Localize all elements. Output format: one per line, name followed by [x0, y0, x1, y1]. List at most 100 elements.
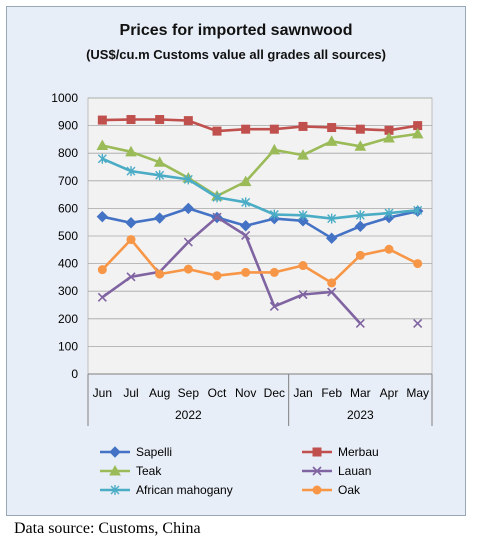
x-tick-label: Nov	[235, 386, 256, 400]
data-point	[355, 210, 365, 221]
series-line	[102, 118, 418, 133]
data-point	[212, 212, 222, 222]
data-point	[413, 259, 423, 269]
data-point	[241, 124, 251, 134]
data-point	[411, 127, 424, 139]
data-point	[183, 174, 193, 185]
data-point	[212, 126, 222, 136]
data-point	[125, 145, 137, 157]
y-tick-label: 200	[58, 312, 78, 326]
data-point	[239, 220, 252, 232]
data-point	[241, 230, 251, 241]
y-tick-label: 900	[58, 119, 78, 133]
legend-label: Merbau	[338, 445, 379, 459]
data-point	[355, 124, 365, 134]
data-point	[354, 220, 367, 233]
year-label: 2023	[347, 408, 374, 422]
data-point	[183, 116, 193, 126]
data-point	[110, 485, 120, 495]
x-tick-label: Jun	[93, 386, 112, 400]
series-line	[101, 157, 418, 220]
data-point	[155, 170, 165, 181]
data-point	[269, 301, 279, 311]
data-point	[212, 192, 222, 203]
data-point	[126, 272, 136, 282]
year-label: 2022	[175, 408, 202, 422]
y-tick-label: 600	[58, 201, 78, 215]
y-tick-label: 1000	[51, 91, 78, 105]
y-tick-label: 100	[58, 339, 78, 353]
data-point	[97, 115, 107, 125]
data-point	[241, 267, 251, 277]
chart-title: Prices for imported sawnwood	[119, 22, 353, 39]
data-point	[298, 289, 308, 300]
data-point	[97, 153, 107, 164]
chart-subtitle: (US$/cu.m Customs value all grades all s…	[86, 47, 386, 62]
x-tick-label: Feb	[321, 386, 342, 400]
data-point	[125, 217, 137, 229]
data-point	[153, 156, 166, 167]
data-point	[297, 149, 309, 160]
data-source-note: Data source: Customs, China	[14, 520, 201, 537]
data-point	[298, 121, 308, 131]
data-point	[183, 237, 193, 247]
data-point	[153, 212, 166, 224]
y-tick-label: 700	[58, 174, 78, 188]
data-point	[97, 265, 107, 275]
data-point	[327, 213, 337, 224]
data-point	[96, 210, 109, 223]
data-point	[212, 271, 222, 281]
data-point	[155, 269, 165, 279]
data-point	[109, 464, 121, 476]
y-tick-label: 300	[58, 284, 78, 298]
y-tick-label: 400	[58, 257, 78, 271]
data-point	[325, 135, 338, 146]
legend-label: African mahogany	[136, 483, 233, 497]
legend-label: Oak	[338, 483, 361, 497]
data-point	[312, 466, 322, 476]
x-tick-label: Jan	[293, 386, 312, 400]
x-tick-label: Dec	[264, 386, 285, 400]
data-point	[126, 235, 136, 245]
data-point	[126, 115, 136, 125]
x-tick-label: Aug	[149, 386, 170, 400]
legend-label: Sapelli	[136, 445, 172, 459]
x-tick-label: Mar	[350, 386, 371, 400]
data-point	[383, 131, 395, 143]
data-point	[97, 292, 107, 302]
series-line	[101, 238, 419, 285]
x-tick-label: Apr	[380, 386, 399, 400]
data-point	[109, 446, 121, 458]
data-point	[413, 205, 423, 216]
data-point	[325, 232, 338, 244]
data-point	[413, 318, 423, 329]
data-point	[269, 267, 279, 277]
data-point	[183, 264, 193, 274]
series-line	[102, 132, 418, 198]
data-point	[312, 485, 322, 495]
data-point	[354, 140, 367, 151]
x-tick-label: May	[406, 386, 429, 400]
y-tick-label: 0	[71, 367, 78, 381]
data-point	[327, 278, 337, 288]
legend-label: Teak	[136, 464, 162, 478]
data-point	[355, 250, 365, 260]
y-tick-label: 500	[58, 229, 78, 243]
data-point	[355, 318, 365, 329]
data-point	[327, 123, 337, 133]
data-point	[298, 261, 308, 271]
data-point	[298, 210, 308, 221]
x-tick-label: Sep	[178, 386, 200, 400]
data-point	[384, 208, 394, 219]
data-point	[239, 175, 252, 187]
x-tick-label: Jul	[123, 386, 138, 400]
data-point	[384, 244, 394, 254]
data-point	[96, 139, 109, 150]
data-point	[269, 124, 279, 134]
data-point	[327, 287, 337, 297]
data-point	[155, 115, 165, 125]
data-point	[269, 209, 279, 220]
data-point	[268, 143, 281, 155]
x-tick-label: Oct	[208, 386, 227, 400]
